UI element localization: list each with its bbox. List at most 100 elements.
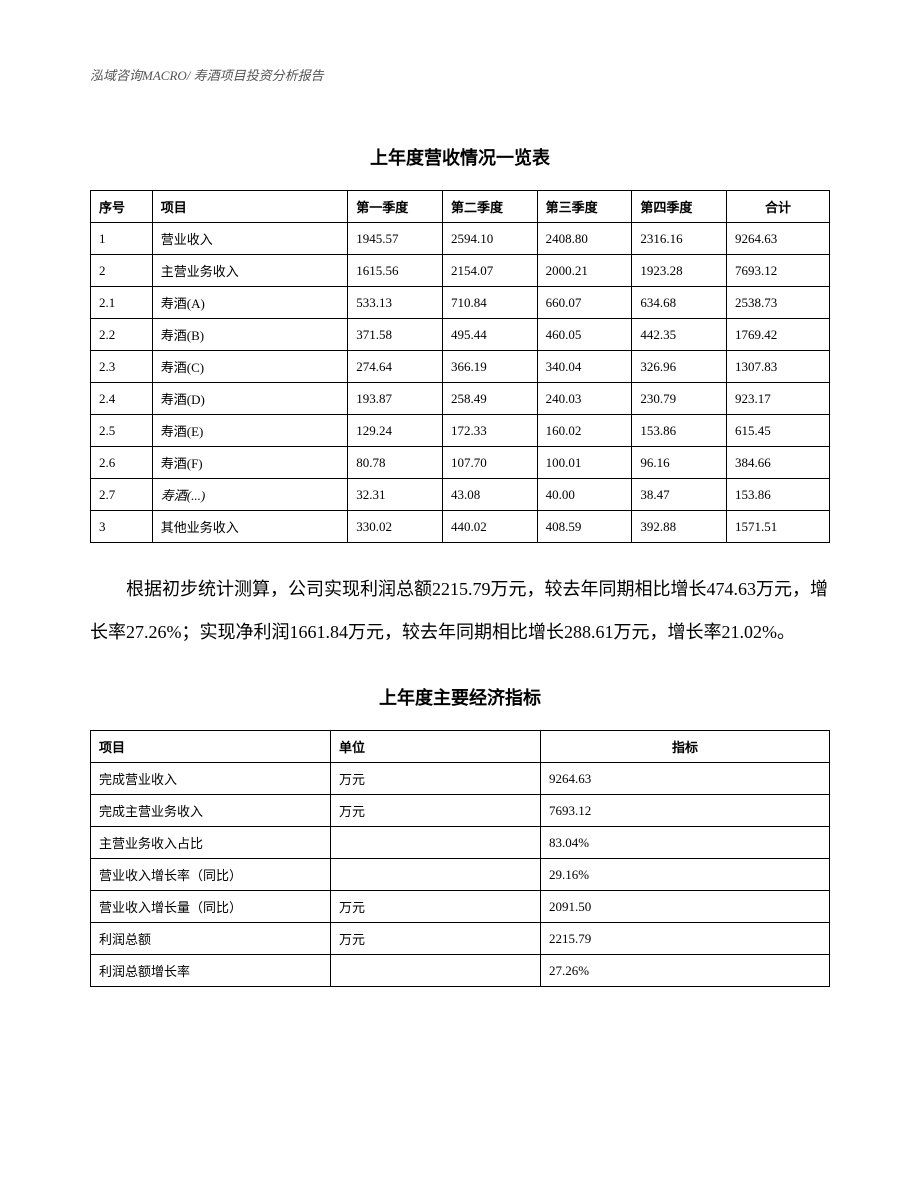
table-cell: 寿酒(...) xyxy=(152,479,348,511)
table-cell: 615.45 xyxy=(727,415,830,447)
table-cell xyxy=(331,955,541,987)
table2-header-metric: 指标 xyxy=(541,731,830,763)
table1-header-q3: 第三季度 xyxy=(537,191,632,223)
table-cell: 460.05 xyxy=(537,319,632,351)
table-cell: 384.66 xyxy=(727,447,830,479)
table-row: 完成营业收入万元9264.63 xyxy=(91,763,830,795)
table1-header-q4: 第四季度 xyxy=(632,191,727,223)
table-cell: 2.7 xyxy=(91,479,153,511)
table-cell: 660.07 xyxy=(537,287,632,319)
table-cell: 1571.51 xyxy=(727,511,830,543)
table-cell: 258.49 xyxy=(442,383,537,415)
table-row: 完成主营业务收入万元7693.12 xyxy=(91,795,830,827)
table-row: 2.2寿酒(B)371.58495.44460.05442.351769.42 xyxy=(91,319,830,351)
table-cell: 主营业务收入 xyxy=(152,255,348,287)
table1-header-total: 合计 xyxy=(727,191,830,223)
table-row: 2.7寿酒(...)32.3143.0840.0038.47153.86 xyxy=(91,479,830,511)
table-cell: 366.19 xyxy=(442,351,537,383)
table-cell: 营业收入 xyxy=(152,223,348,255)
table2-header-item: 项目 xyxy=(91,731,331,763)
table-cell: 533.13 xyxy=(348,287,443,319)
table-cell: 万元 xyxy=(331,891,541,923)
table-cell: 7693.12 xyxy=(727,255,830,287)
table-cell: 29.16% xyxy=(541,859,830,891)
revenue-table: 序号 项目 第一季度 第二季度 第三季度 第四季度 合计 1营业收入1945.5… xyxy=(90,190,830,543)
table-cell: 2091.50 xyxy=(541,891,830,923)
table1-header-q1: 第一季度 xyxy=(348,191,443,223)
table2-header-row: 项目 单位 指标 xyxy=(91,731,830,763)
table-cell: 32.31 xyxy=(348,479,443,511)
table-cell: 923.17 xyxy=(727,383,830,415)
table-cell: 3 xyxy=(91,511,153,543)
table-cell: 2.6 xyxy=(91,447,153,479)
table-cell: 153.86 xyxy=(727,479,830,511)
table-cell: 2000.21 xyxy=(537,255,632,287)
table-cell: 寿酒(C) xyxy=(152,351,348,383)
table-cell: 392.88 xyxy=(632,511,727,543)
table-cell: 100.01 xyxy=(537,447,632,479)
table-cell: 340.04 xyxy=(537,351,632,383)
table-cell: 9264.63 xyxy=(541,763,830,795)
table-cell: 440.02 xyxy=(442,511,537,543)
table-cell: 240.03 xyxy=(537,383,632,415)
economic-indicators-table: 项目 单位 指标 完成营业收入万元9264.63完成主营业务收入万元7693.1… xyxy=(90,730,830,987)
table-cell: 2 xyxy=(91,255,153,287)
table1-header-row: 序号 项目 第一季度 第二季度 第三季度 第四季度 合计 xyxy=(91,191,830,223)
table-row: 2.5寿酒(E)129.24172.33160.02153.86615.45 xyxy=(91,415,830,447)
table-row: 2.4寿酒(D)193.87258.49240.03230.79923.17 xyxy=(91,383,830,415)
table-cell: 38.47 xyxy=(632,479,727,511)
table-row: 主营业务收入占比83.04% xyxy=(91,827,830,859)
table-cell xyxy=(331,827,541,859)
table-row: 1营业收入1945.572594.102408.802316.169264.63 xyxy=(91,223,830,255)
table-cell: 442.35 xyxy=(632,319,727,351)
table1-title: 上年度营收情况一览表 xyxy=(90,144,830,170)
table-cell: 7693.12 xyxy=(541,795,830,827)
table-row: 2.6寿酒(F)80.78107.70100.0196.16384.66 xyxy=(91,447,830,479)
table-cell: 9264.63 xyxy=(727,223,830,255)
table1-header-seq: 序号 xyxy=(91,191,153,223)
table2-header-unit: 单位 xyxy=(331,731,541,763)
table-cell: 主营业务收入占比 xyxy=(91,827,331,859)
table-cell: 193.87 xyxy=(348,383,443,415)
table-cell: 2.5 xyxy=(91,415,153,447)
table-cell: 2.4 xyxy=(91,383,153,415)
table-cell: 利润总额 xyxy=(91,923,331,955)
table-row: 利润总额增长率27.26% xyxy=(91,955,830,987)
analysis-paragraph: 根据初步统计测算，公司实现利润总额2215.79万元，较去年同期相比增长474.… xyxy=(90,568,830,654)
table-cell: 寿酒(E) xyxy=(152,415,348,447)
table-cell: 371.58 xyxy=(348,319,443,351)
table-cell: 1769.42 xyxy=(727,319,830,351)
table-cell: 完成主营业务收入 xyxy=(91,795,331,827)
table-cell: 寿酒(B) xyxy=(152,319,348,351)
table-row: 3其他业务收入330.02440.02408.59392.881571.51 xyxy=(91,511,830,543)
table-cell: 107.70 xyxy=(442,447,537,479)
table-cell: 129.24 xyxy=(348,415,443,447)
table-cell: 274.64 xyxy=(348,351,443,383)
table-cell: 172.33 xyxy=(442,415,537,447)
table-cell: 2.1 xyxy=(91,287,153,319)
table-cell: 326.96 xyxy=(632,351,727,383)
table-cell: 2.3 xyxy=(91,351,153,383)
table-cell: 寿酒(A) xyxy=(152,287,348,319)
table-cell: 2316.16 xyxy=(632,223,727,255)
table1-header-item: 项目 xyxy=(152,191,348,223)
table-cell: 1 xyxy=(91,223,153,255)
table-cell: 1945.57 xyxy=(348,223,443,255)
table-cell: 营业收入增长量（同比） xyxy=(91,891,331,923)
table-cell: 634.68 xyxy=(632,287,727,319)
table1-header-q2: 第二季度 xyxy=(442,191,537,223)
table2-title: 上年度主要经济指标 xyxy=(90,684,830,710)
table-cell: 1307.83 xyxy=(727,351,830,383)
table-cell: 寿酒(F) xyxy=(152,447,348,479)
table-cell: 710.84 xyxy=(442,287,537,319)
table-cell: 495.44 xyxy=(442,319,537,351)
table-cell: 利润总额增长率 xyxy=(91,955,331,987)
table-cell: 2594.10 xyxy=(442,223,537,255)
table-cell: 2154.07 xyxy=(442,255,537,287)
table-cell: 1923.28 xyxy=(632,255,727,287)
table-row: 利润总额万元2215.79 xyxy=(91,923,830,955)
table-cell: 330.02 xyxy=(348,511,443,543)
document-header: 泓域咨询MACRO/ 寿酒项目投资分析报告 xyxy=(90,65,830,84)
table-cell: 万元 xyxy=(331,923,541,955)
table-cell: 2.2 xyxy=(91,319,153,351)
